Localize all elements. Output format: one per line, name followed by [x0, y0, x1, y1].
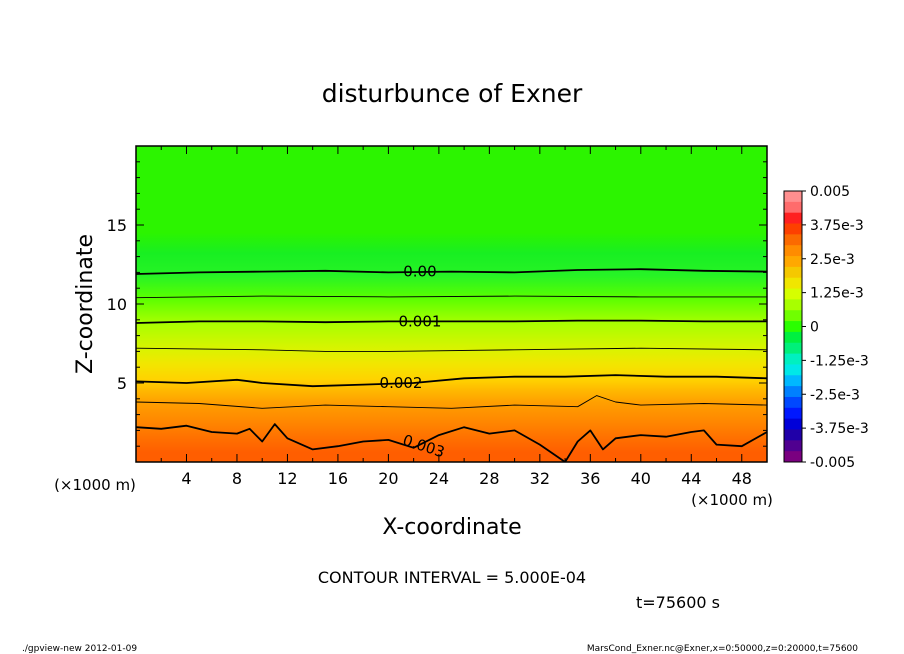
y-tick-label: 15 [107, 216, 127, 235]
colorbar-segment [784, 353, 802, 365]
colorbar-segment [784, 429, 802, 441]
colorbar-tick-label: 3.75e-3 [810, 218, 864, 234]
colorbar-segment [784, 321, 802, 333]
x-tick-label: 24 [429, 469, 449, 488]
contour-label: 0.002 [380, 374, 423, 392]
contour-line [136, 423, 767, 462]
plot-field [136, 146, 767, 462]
footer-right: MarsCond_Exner.nc@Exner,x=0:50000,z=0:20… [587, 644, 858, 654]
x-tick-label: 28 [479, 469, 499, 488]
contour-interval-text: CONTOUR INTERVAL = 5.000E-04 [318, 568, 586, 587]
x-tick-label: 8 [232, 469, 242, 488]
x-tick-label: 16 [328, 469, 348, 488]
x-unit-label-left: (×1000 m) [54, 476, 136, 494]
x-tick-label: 36 [580, 469, 600, 488]
x-tick-label: 20 [378, 469, 398, 488]
x-tick-label: 44 [681, 469, 701, 488]
colorbar-segment [784, 266, 802, 279]
colorbar-segment [784, 299, 802, 311]
colorbar-tick-label: 1.25e-3 [810, 286, 864, 302]
colorbar-tick-label: 0.005 [810, 184, 850, 200]
x-tick-label: 12 [277, 469, 297, 488]
colorbar-segment [784, 234, 802, 246]
colorbar: 0.005 3.75e-3 2.5e-3 1.25e-3 0 -1.25e-3 -2.5e-… [783, 184, 869, 471]
y-axis: 5 10 15 [107, 145, 767, 463]
x-tick-label: 32 [530, 469, 550, 488]
colorbar-segment [784, 375, 802, 387]
x-tick-label: 4 [181, 469, 191, 488]
x-tick-label: 40 [631, 469, 651, 488]
colorbar-segment [784, 407, 802, 420]
colorbar-tick-label: 2.5e-3 [810, 252, 855, 268]
colorbar-segment [784, 288, 802, 300]
colorbar-segment [784, 191, 802, 203]
colorbar-segment [784, 418, 802, 430]
colorbar-segment [784, 342, 802, 355]
y-tick-label: 5 [117, 374, 127, 393]
colorbar-segment [784, 440, 802, 452]
y-tick-label: 10 [107, 295, 127, 314]
colorbar-segment [784, 396, 802, 409]
colorbar-segment [784, 277, 802, 290]
colorbar-segment [784, 331, 802, 344]
x-axis: 4 8 12 16 20 24 28 32 36 40 44 48 [135, 146, 768, 488]
x-unit-label-right: (×1000 m) [691, 491, 773, 509]
field-background [136, 146, 767, 462]
contour-label: 0.00 [403, 263, 436, 281]
colorbar-tick-label: 0 [810, 320, 819, 336]
contour-lines [136, 268, 767, 462]
colorbar-tick-label: -0.005 [810, 455, 855, 471]
contour-label: 0.001 [398, 312, 441, 330]
y-axis-label: Z-coordinate [73, 234, 98, 374]
colorbar-segment [784, 364, 802, 376]
chart-title: disturbunce of Exner [322, 79, 583, 108]
colorbar-segment [784, 310, 802, 322]
colorbar-segment [784, 223, 802, 235]
contour-line [136, 395, 767, 409]
contour-line [136, 374, 767, 388]
footer-left: ./gpview-new 2012-01-09 [22, 644, 137, 654]
colorbar-segment [784, 256, 802, 268]
contour-line [136, 268, 767, 275]
contour-line [136, 347, 767, 352]
colorbar-segment [784, 386, 802, 398]
colorbar-tick-label: -1.25e-3 [810, 353, 869, 369]
colorbar-segment [784, 212, 802, 225]
colorbar-tick-label: -3.75e-3 [810, 421, 869, 437]
colorbar-segment [784, 201, 802, 214]
contour-line [136, 295, 767, 299]
contour-line [136, 319, 767, 324]
colorbar-tick-label: -2.5e-3 [810, 387, 860, 403]
colorbar-segment [784, 451, 802, 463]
x-tick-label: 48 [732, 469, 752, 488]
x-axis-label: X-coordinate [382, 515, 521, 540]
time-label: t=75600 s [636, 593, 720, 612]
colorbar-segment [784, 245, 802, 257]
